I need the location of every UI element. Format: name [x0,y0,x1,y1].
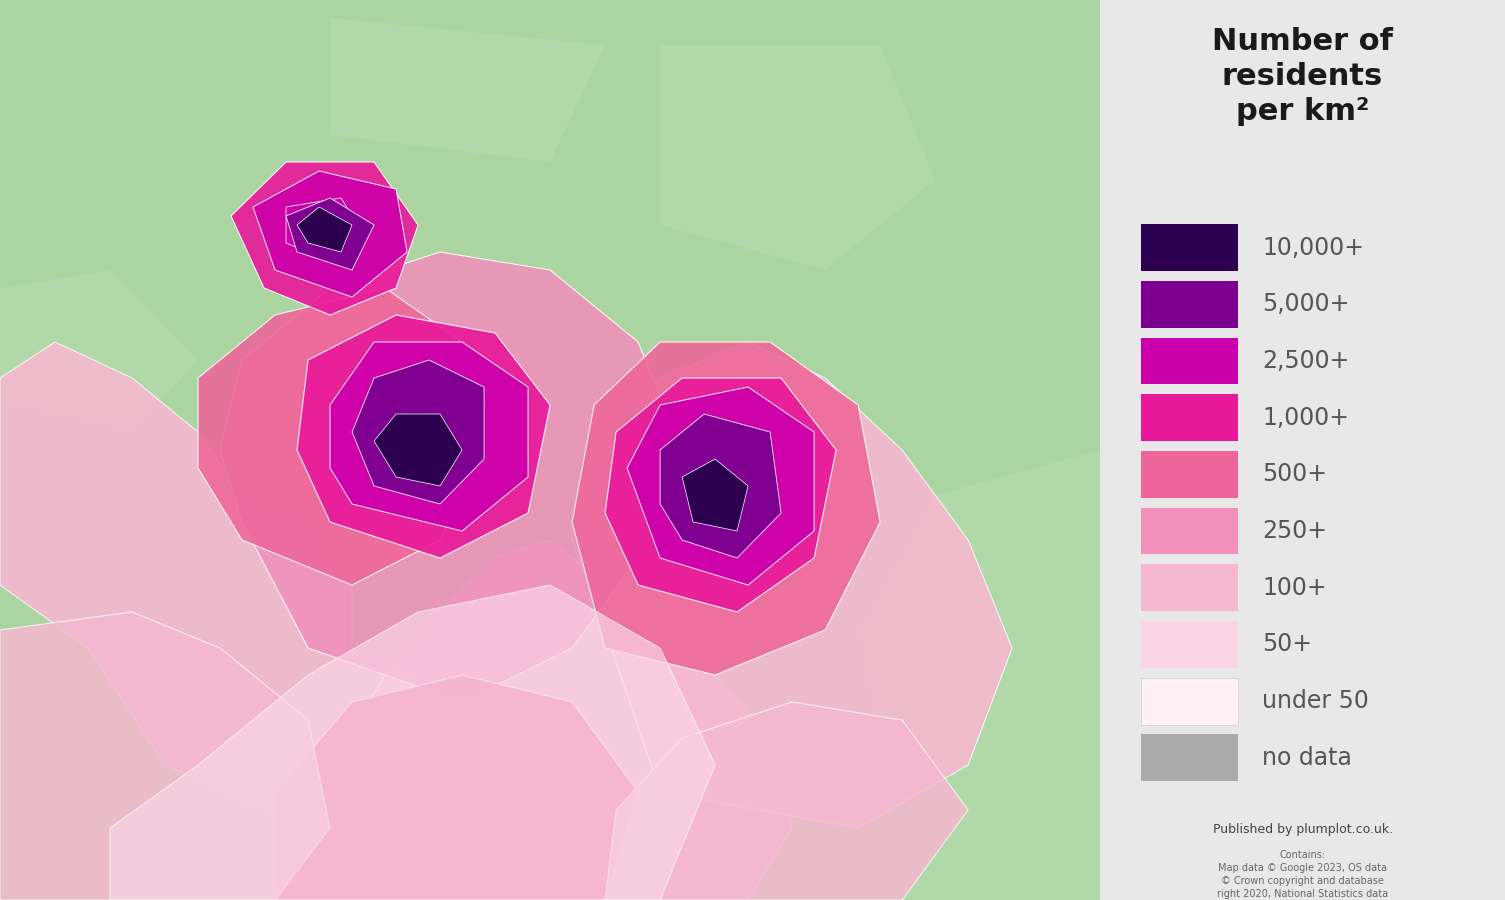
Polygon shape [628,387,814,585]
Polygon shape [110,585,715,900]
Polygon shape [661,45,935,270]
Polygon shape [296,207,352,252]
Text: 50+: 50+ [1263,633,1312,656]
Text: 1,000+: 1,000+ [1263,406,1348,429]
Polygon shape [275,675,638,900]
FancyBboxPatch shape [1141,734,1237,781]
Polygon shape [286,198,363,261]
FancyBboxPatch shape [1141,678,1237,725]
FancyBboxPatch shape [1141,564,1237,611]
Polygon shape [0,612,330,900]
FancyBboxPatch shape [1141,621,1237,668]
Polygon shape [330,342,528,531]
Polygon shape [682,459,748,531]
FancyBboxPatch shape [1141,224,1237,271]
Polygon shape [330,18,605,162]
Text: Number of
residents
per km²: Number of residents per km² [1212,27,1394,125]
FancyBboxPatch shape [1141,451,1237,498]
Polygon shape [296,315,551,558]
Polygon shape [605,378,837,612]
Text: no data: no data [1263,746,1351,769]
Text: 500+: 500+ [1263,463,1327,486]
Polygon shape [605,702,968,900]
Text: 2,500+: 2,500+ [1263,349,1350,373]
Polygon shape [375,414,462,486]
Text: under 50: under 50 [1263,689,1370,713]
Polygon shape [0,342,462,828]
Text: Published by plumplot.co.uk.: Published by plumplot.co.uk. [1213,824,1392,836]
Text: Contains:
Map data © Google 2023, OS data
© Crown copyright and database
right 2: Contains: Map data © Google 2023, OS dat… [1218,850,1388,900]
FancyBboxPatch shape [1141,508,1237,554]
FancyBboxPatch shape [1141,281,1237,328]
Polygon shape [0,270,199,432]
Polygon shape [232,162,418,315]
Text: 5,000+: 5,000+ [1263,292,1350,316]
Text: 100+: 100+ [1263,576,1327,599]
Text: 250+: 250+ [1263,519,1327,543]
Polygon shape [199,288,495,585]
Polygon shape [220,252,682,702]
Text: 10,000+: 10,000+ [1263,236,1364,259]
Polygon shape [572,342,1013,828]
FancyBboxPatch shape [1141,394,1237,441]
Polygon shape [253,171,406,297]
Polygon shape [275,540,792,900]
FancyBboxPatch shape [1141,338,1237,384]
Polygon shape [286,198,375,270]
Polygon shape [858,450,1100,900]
Polygon shape [352,360,485,504]
Polygon shape [661,414,781,558]
Polygon shape [572,342,880,675]
